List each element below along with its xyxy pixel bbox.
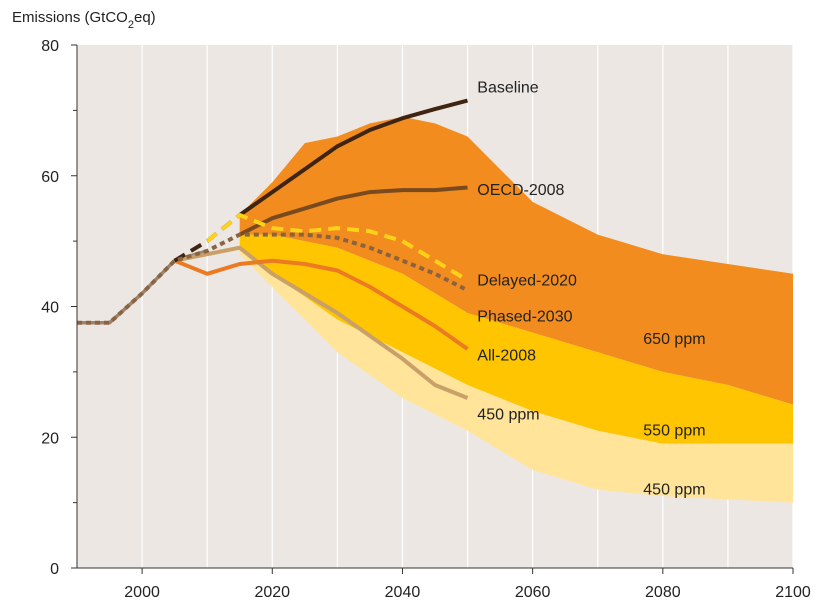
series-label-delayed-2020: Delayed-2020: [477, 272, 577, 289]
line-baseline: [238, 98, 469, 217]
y-axis-title-sub: 2: [128, 19, 134, 31]
series-label-450-ppm: 450 ppm: [477, 406, 539, 423]
band-label-550-ppm: 550 ppm: [643, 423, 705, 440]
band-label-450-ppm: 450 ppm: [643, 482, 705, 499]
scenario-bands: [239, 116, 793, 503]
band-label-650-ppm: 650 ppm: [643, 331, 705, 348]
line-450-ppm: [174, 245, 469, 400]
series-label-oecd-2008: OECD-2008: [477, 182, 564, 199]
scenario-lines: [77, 98, 469, 400]
series-label-baseline: Baseline: [477, 79, 538, 96]
series-labels: 450 ppm All-2008 OECD-2008 Baseline Delayed-…: [477, 79, 705, 498]
band-450-ppm: [239, 247, 793, 503]
x-tick-label-2020: 2020: [254, 584, 290, 601]
series-label-phased-2030: Phased-2030: [477, 308, 572, 325]
line-phased-2030: [77, 232, 469, 325]
y-tick-label-20: 20: [41, 430, 59, 447]
y-tick-label-80: 80: [41, 38, 59, 55]
y-axis-title-suffix: eq): [134, 9, 156, 26]
band-550-ppm: [239, 234, 793, 444]
y-tick-label-60: 60: [41, 169, 59, 186]
x-tick-label-2100: 2100: [775, 584, 811, 601]
x-tick-label-2080: 2080: [645, 584, 681, 601]
line-all-2008: [173, 258, 469, 351]
y-axis-title-prefix: Emissions (GtCO: [12, 9, 128, 26]
x-tick-label-2000: 2000: [124, 584, 160, 601]
band-650-ppm: [239, 116, 793, 405]
series-label-all-2008: All-2008: [477, 348, 536, 365]
x-tick-label-2060: 2060: [515, 584, 551, 601]
line-delayed-2020: [205, 213, 469, 283]
x-tick-label-2040: 2040: [385, 584, 421, 601]
y-axis-title: Emissions (GtCO2eq): [12, 9, 156, 31]
y-tick-label-0: 0: [50, 561, 59, 578]
y-tick-label-40: 40: [41, 300, 59, 317]
line-oecd-2008: [238, 185, 468, 237]
